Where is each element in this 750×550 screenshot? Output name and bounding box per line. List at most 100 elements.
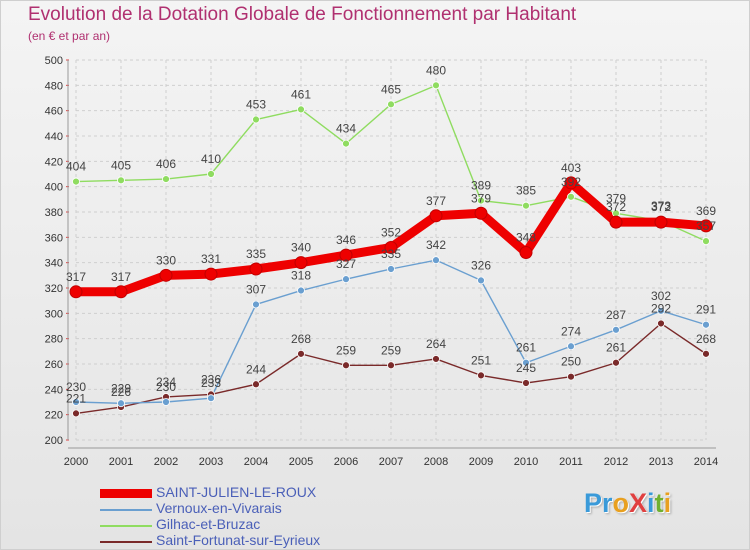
data-point-gilhac-et-bruzac: [567, 192, 575, 201]
x-tick-label: 2011: [559, 456, 583, 468]
data-point-saint-julien-le-roux: [384, 240, 398, 254]
data-label-saint-julien-le-roux: 352: [381, 225, 401, 239]
x-tick-label: 2005: [289, 456, 313, 468]
data-point-gilhac-et-bruzac: [702, 237, 710, 246]
data-label-vernoux-en-vivarais: 274: [561, 324, 581, 338]
data-label-gilhac-et-bruzac: 465: [381, 82, 401, 96]
data-label-vernoux-en-vivarais: 335: [381, 247, 401, 261]
legend-swatch: [100, 489, 152, 498]
y-tick-label: 440: [45, 131, 63, 143]
data-point-saint-fortunat-sur-eyrieux: [432, 355, 440, 363]
data-point-vernoux-en-vivarais: [342, 275, 350, 284]
data-point-saint-fortunat-sur-eyrieux: [252, 380, 260, 389]
data-label-saint-julien-le-roux: 372: [606, 200, 626, 214]
x-tick-label: 2007: [379, 456, 403, 468]
data-point-gilhac-et-bruzac: [432, 81, 440, 90]
logo-letter: P: [584, 488, 603, 518]
data-point-saint-fortunat-sur-eyrieux: [612, 358, 620, 367]
x-tick-label: 2000: [64, 456, 88, 468]
proxiti-logo: ProXiti: [584, 488, 671, 519]
data-label-vernoux-en-vivarais: 291: [696, 303, 716, 317]
logo-letter: i: [663, 488, 672, 518]
data-label-saint-fortunat-sur-eyrieux: 268: [696, 332, 716, 346]
data-point-gilhac-et-bruzac: [387, 100, 395, 109]
data-label-saint-fortunat-sur-eyrieux: 259: [381, 343, 401, 357]
data-label-gilhac-et-bruzac: 373: [651, 199, 671, 213]
data-label-gilhac-et-bruzac: 461: [291, 87, 311, 101]
data-label-vernoux-en-vivarais: 287: [606, 308, 626, 322]
logo-letter: t: [654, 488, 664, 518]
logo-letter: r: [602, 488, 613, 518]
data-point-vernoux-en-vivarais: [117, 399, 125, 408]
data-label-saint-julien-le-roux: 379: [471, 191, 491, 205]
data-point-saint-julien-le-roux: [114, 285, 128, 299]
data-label-vernoux-en-vivarais: 230: [156, 380, 176, 394]
data-label-saint-fortunat-sur-eyrieux: 250: [561, 355, 581, 369]
data-label-gilhac-et-bruzac: 385: [516, 184, 536, 198]
data-point-saint-julien-le-roux: [339, 248, 353, 262]
data-point-vernoux-en-vivarais: [432, 256, 440, 265]
logo-letter: o: [612, 488, 630, 518]
data-label-saint-julien-le-roux: 369: [696, 204, 716, 218]
data-label-saint-fortunat-sur-eyrieux: 261: [606, 341, 626, 355]
x-tick-label: 2014: [694, 456, 718, 468]
data-label-gilhac-et-bruzac: 389: [471, 179, 491, 193]
data-point-saint-julien-le-roux: [564, 176, 578, 190]
x-tick-label: 2012: [604, 456, 628, 468]
data-label-vernoux-en-vivarais: 302: [651, 289, 671, 303]
data-point-saint-fortunat-sur-eyrieux: [477, 371, 485, 380]
data-point-saint-fortunat-sur-eyrieux: [342, 361, 350, 370]
data-label-saint-fortunat-sur-eyrieux: 268: [291, 332, 311, 346]
data-label-vernoux-en-vivarais: 326: [471, 258, 491, 272]
data-point-saint-julien-le-roux: [159, 268, 173, 282]
logo-letter: X: [629, 488, 648, 518]
data-point-gilhac-et-bruzac: [477, 196, 485, 205]
data-point-vernoux-en-vivarais: [657, 306, 665, 315]
data-label-gilhac-et-bruzac: 357: [696, 219, 716, 233]
data-label-saint-julien-le-roux: 335: [246, 247, 266, 261]
y-tick-label: 260: [45, 359, 63, 371]
data-point-saint-fortunat-sur-eyrieux: [702, 349, 710, 358]
data-point-vernoux-en-vivarais: [702, 320, 710, 329]
x-tick-label: 2010: [514, 456, 538, 468]
data-label-gilhac-et-bruzac: 453: [246, 98, 266, 112]
data-point-saint-fortunat-sur-eyrieux: [297, 349, 305, 358]
data-point-vernoux-en-vivarais: [72, 398, 80, 406]
y-tick-label: 340: [45, 258, 63, 270]
data-point-saint-fortunat-sur-eyrieux: [657, 319, 665, 328]
data-point-gilhac-et-bruzac: [252, 115, 260, 124]
data-label-vernoux-en-vivarais: 230: [66, 380, 86, 394]
y-tick-label: 240: [45, 384, 63, 396]
y-tick-label: 220: [45, 410, 63, 422]
legend-swatch: [100, 525, 152, 527]
data-label-gilhac-et-bruzac: 434: [336, 122, 356, 136]
data-point-vernoux-en-vivarais: [567, 342, 575, 351]
y-tick-label: 400: [45, 182, 63, 194]
data-point-vernoux-en-vivarais: [252, 300, 260, 309]
data-point-vernoux-en-vivarais: [612, 325, 620, 334]
data-point-gilhac-et-bruzac: [117, 176, 125, 185]
data-label-saint-julien-le-roux: 348: [516, 231, 536, 245]
y-tick-label: 280: [45, 334, 63, 346]
y-tick-label: 360: [45, 232, 63, 244]
legend-swatch: [100, 541, 152, 543]
data-label-saint-julien-le-roux: 317: [111, 270, 131, 284]
y-tick-label: 380: [45, 207, 63, 219]
data-point-saint-julien-le-roux: [474, 206, 488, 220]
data-label-saint-fortunat-sur-eyrieux: 244: [246, 362, 266, 376]
y-tick-label: 480: [45, 80, 63, 92]
data-point-gilhac-et-bruzac: [72, 177, 80, 186]
x-tick-label: 2009: [469, 456, 493, 468]
data-point-vernoux-en-vivarais: [477, 276, 485, 285]
y-tick-label: 500: [45, 55, 63, 67]
x-tick-label: 2001: [109, 456, 133, 468]
data-point-saint-julien-le-roux: [249, 262, 263, 276]
data-point-vernoux-en-vivarais: [297, 286, 305, 295]
data-label-saint-fortunat-sur-eyrieux: 245: [516, 361, 536, 375]
data-label-saint-fortunat-sur-eyrieux: 259: [336, 343, 356, 357]
y-tick-label: 460: [45, 106, 63, 118]
y-tick-label: 320: [45, 283, 63, 295]
data-point-gilhac-et-bruzac: [522, 201, 530, 210]
